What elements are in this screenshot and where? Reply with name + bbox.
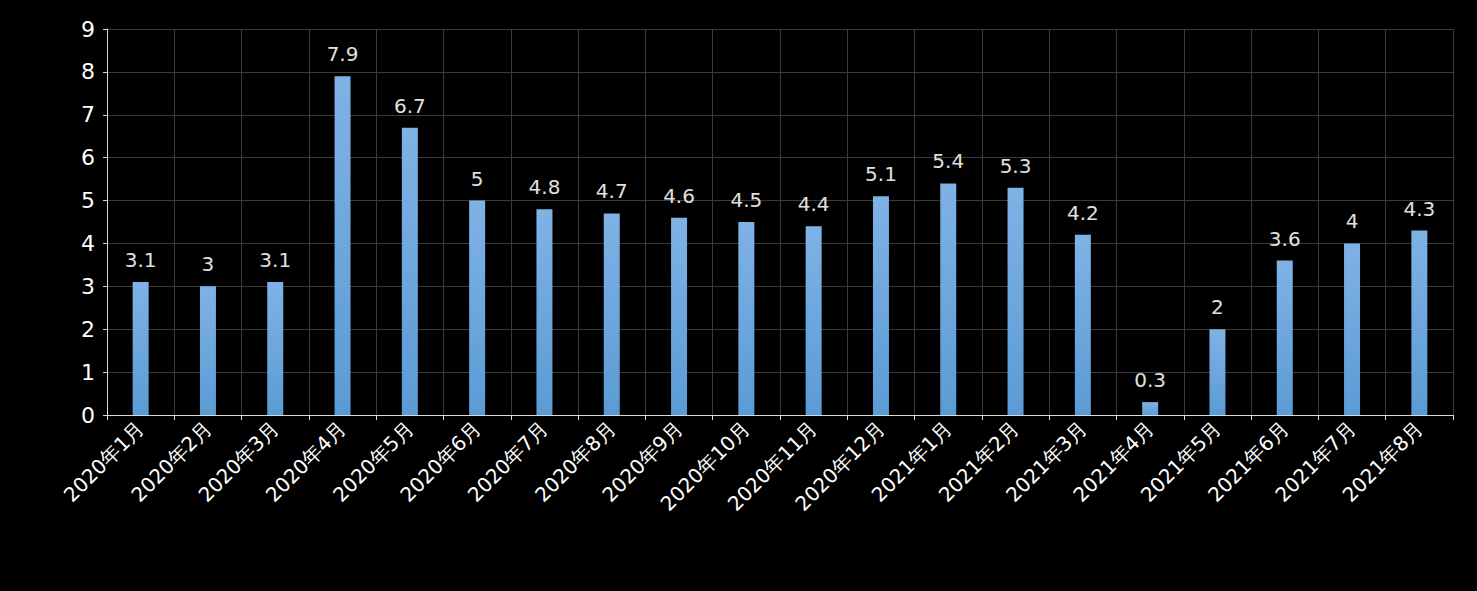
svg-text:8: 8 bbox=[81, 59, 95, 84]
svg-text:4.5: 4.5 bbox=[730, 188, 762, 212]
svg-text:2020年7月: 2020年7月 bbox=[462, 416, 553, 507]
svg-text:2020年6月: 2020年6月 bbox=[395, 416, 486, 507]
svg-text:5: 5 bbox=[471, 167, 484, 191]
svg-text:6: 6 bbox=[81, 145, 95, 170]
svg-text:2021年2月: 2021年2月 bbox=[933, 416, 1024, 507]
svg-text:2020年11月: 2020年11月 bbox=[722, 416, 823, 516]
svg-text:2020年10月: 2020年10月 bbox=[655, 416, 755, 516]
svg-text:2021年1月: 2021年1月 bbox=[866, 416, 957, 507]
svg-text:3: 3 bbox=[81, 274, 95, 299]
svg-text:4.4: 4.4 bbox=[798, 192, 830, 216]
svg-text:7: 7 bbox=[81, 102, 95, 127]
svg-text:2020年3月: 2020年3月 bbox=[193, 416, 284, 507]
svg-text:4.7: 4.7 bbox=[596, 179, 628, 203]
svg-text:2021年5月: 2021年5月 bbox=[1135, 416, 1226, 507]
svg-text:2020年1月: 2020年1月 bbox=[58, 416, 150, 507]
svg-text:3.1: 3.1 bbox=[259, 248, 291, 272]
svg-text:5: 5 bbox=[81, 188, 95, 213]
svg-text:1: 1 bbox=[81, 360, 95, 385]
svg-text:4.8: 4.8 bbox=[529, 175, 561, 199]
svg-text:2020年12月: 2020年12月 bbox=[790, 417, 889, 516]
svg-text:2021年7月: 2021年7月 bbox=[1270, 416, 1361, 507]
svg-text:2020年9月: 2020年9月 bbox=[597, 416, 688, 507]
svg-text:4.6: 4.6 bbox=[663, 184, 695, 208]
svg-text:0.3: 0.3 bbox=[1134, 368, 1166, 392]
svg-text:0: 0 bbox=[81, 403, 95, 428]
svg-text:2021年8月: 2021年8月 bbox=[1338, 417, 1428, 507]
svg-text:5.1: 5.1 bbox=[865, 162, 897, 186]
svg-text:5.4: 5.4 bbox=[932, 149, 964, 173]
svg-text:7.9: 7.9 bbox=[327, 42, 359, 66]
svg-text:2020年5月: 2020年5月 bbox=[328, 416, 419, 507]
svg-text:3.6: 3.6 bbox=[1269, 227, 1301, 251]
svg-text:9: 9 bbox=[81, 17, 95, 42]
svg-text:3: 3 bbox=[202, 252, 215, 276]
svg-text:4: 4 bbox=[81, 231, 95, 256]
svg-text:4.2: 4.2 bbox=[1067, 201, 1099, 225]
svg-text:6.7: 6.7 bbox=[394, 94, 426, 118]
svg-text:5.3: 5.3 bbox=[1000, 154, 1032, 178]
svg-text:3.1: 3.1 bbox=[125, 248, 157, 272]
svg-text:4: 4 bbox=[1346, 209, 1359, 233]
svg-text:2021年6月: 2021年6月 bbox=[1203, 416, 1294, 507]
svg-text:2020年8月: 2020年8月 bbox=[530, 416, 621, 507]
svg-text:2021年4月: 2021年4月 bbox=[1068, 416, 1159, 507]
svg-text:2020年2月: 2020年2月 bbox=[126, 416, 217, 507]
svg-text:4.3: 4.3 bbox=[1403, 197, 1435, 221]
svg-text:2: 2 bbox=[81, 317, 95, 342]
svg-text:2021年3月: 2021年3月 bbox=[1001, 416, 1092, 507]
svg-text:2020年4月: 2020年4月 bbox=[260, 416, 351, 507]
svg-text:2: 2 bbox=[1211, 295, 1224, 319]
